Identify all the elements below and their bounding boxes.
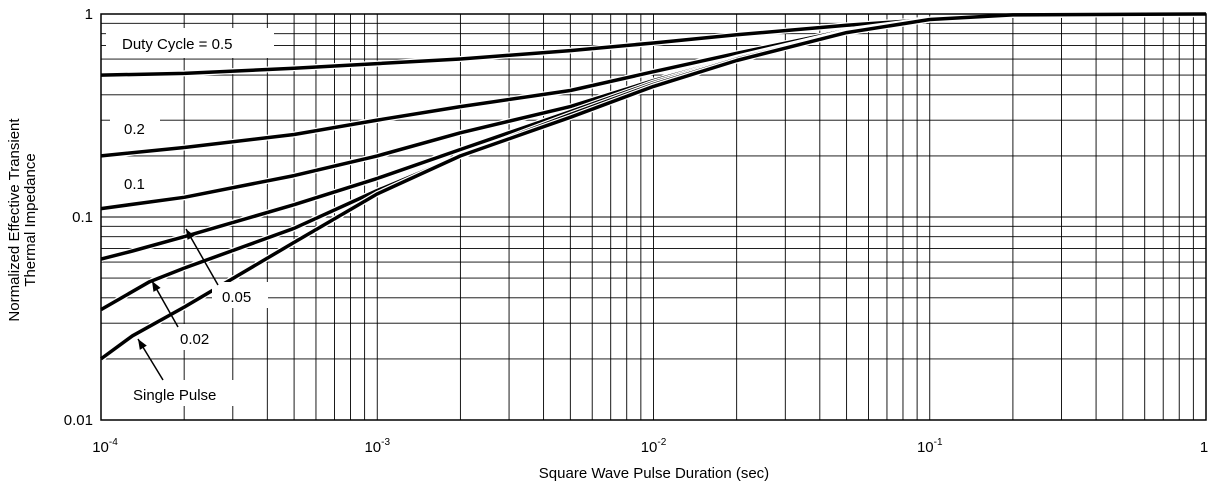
annotation-arrow-head	[138, 339, 147, 350]
y-tick-label: 0.1	[72, 209, 93, 226]
grid	[100, 14, 1206, 421]
series-lines	[99, 11, 1207, 362]
annotation-label: 0.02	[180, 331, 209, 348]
annotation-label: Single Pulse	[133, 387, 216, 404]
annotations: Duty Cycle = 0.5 0.2 0.1 0.05 0.02 Single Pul…	[106, 28, 274, 406]
x-tick-label: 10-2	[641, 437, 667, 456]
annotation-arrow-head	[186, 229, 195, 240]
annotation-label: Duty Cycle = 0.5	[122, 36, 232, 53]
annotation-arrow-shaft	[185, 228, 219, 286]
y-tick-label: 1	[85, 6, 93, 23]
annotation-label: 0.1	[124, 176, 145, 193]
annotation-arrow-head	[152, 281, 161, 292]
y-axis-title-line-1: Normalized Effective Transient	[6, 118, 23, 322]
annotation-backing	[106, 28, 274, 58]
annotation-backing	[110, 115, 160, 141]
tick-labels: 10-4 10-3 10-2 10-1 1 1 0.1 0.01	[64, 6, 1208, 456]
annotation-backing	[110, 170, 160, 196]
y-tick-label: 0.01	[64, 412, 93, 429]
annotation-label: 0.2	[124, 121, 145, 138]
annotation-backing	[212, 282, 268, 308]
x-tick-label: 10-4	[92, 437, 118, 456]
x-tick-label: 10-1	[917, 437, 943, 456]
x-tick-label: 1	[1200, 439, 1208, 456]
plot-frame	[100, 13, 1207, 421]
x-tick-label: 10-3	[364, 437, 390, 456]
annotation-backing	[172, 324, 228, 350]
annotation-backing	[126, 380, 244, 406]
x-axis-title: Square Wave Pulse Duration (sec)	[539, 465, 769, 482]
annotation-label: 0.05	[222, 289, 251, 306]
y-axis-title-line-2: Thermal Impedance	[22, 153, 39, 286]
series-line-single-pulse	[99, 12, 1207, 361]
